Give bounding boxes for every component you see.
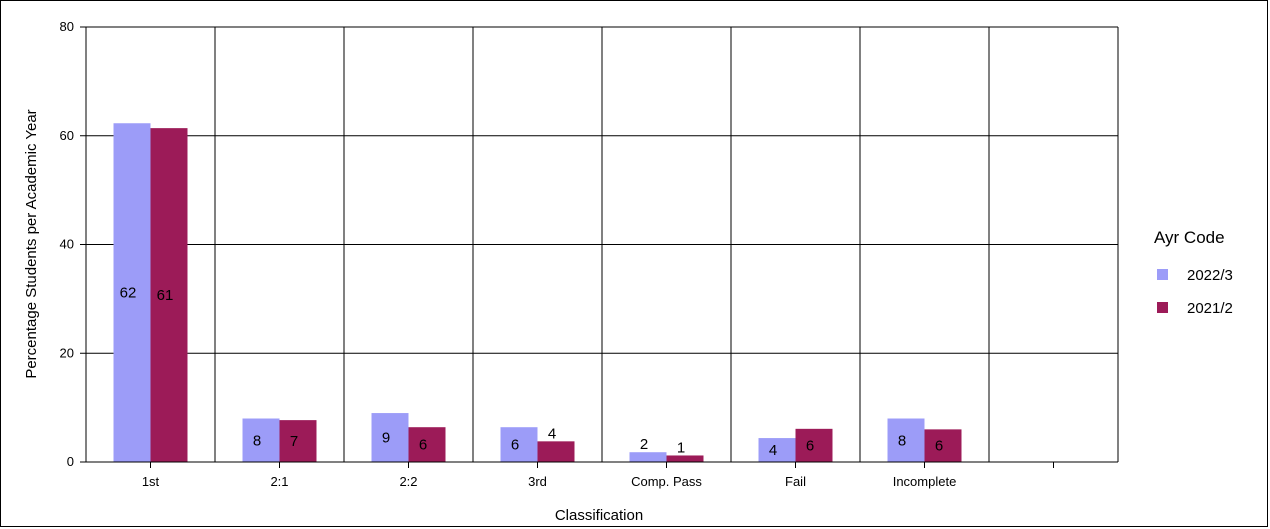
- data-label-0-0: 62: [120, 285, 137, 302]
- category-label-6: Incomplete: [893, 474, 957, 489]
- legend-swatch-2022-3: [1157, 269, 1168, 280]
- bar-1-1: [279, 420, 317, 462]
- category-label-2: 2:2: [399, 474, 417, 489]
- legend-label-2021-2: 2021/2: [1187, 300, 1233, 317]
- bar-1-0: [150, 128, 188, 462]
- data-label-0-4: 2: [640, 436, 648, 453]
- data-labels: 62 61 8 7 9 6 6 4 2 1 4 6 8 6: [86, 285, 1118, 463]
- data-label-1-2: 6: [419, 437, 427, 454]
- bar-1-5: [795, 428, 833, 462]
- bars: [113, 123, 962, 463]
- tick-labels: 0 20 40 60 80 1st 2:1 2:2 3rd Comp. Pass Fail Incom…: [60, 19, 957, 489]
- data-label-1-5: 6: [806, 437, 814, 454]
- bar-0-2: [371, 413, 409, 462]
- bar-0-3: [500, 427, 538, 462]
- data-label-0-6: 8: [898, 432, 906, 449]
- data-label-0-1: 8: [253, 432, 261, 449]
- bar-1-3: [537, 441, 575, 462]
- y-axis-title: Percentage Students per Academic Year: [23, 109, 40, 378]
- category-label-1: 2:1: [270, 474, 288, 489]
- data-label-0-3: 6: [511, 437, 519, 454]
- bar-1-4: [666, 455, 704, 462]
- legend-label-2022-3: 2022/3: [1187, 267, 1233, 284]
- category-label-0: 1st: [142, 474, 160, 489]
- legend-title: Ayr Code: [1154, 228, 1225, 247]
- bar-0-6: [887, 418, 925, 462]
- legend: Ayr Code 2022/3 2021/2: [1154, 228, 1233, 317]
- data-label-1-6: 6: [935, 438, 943, 455]
- data-label-1-1: 7: [290, 433, 298, 450]
- legend-swatch-2021-2: [1157, 302, 1168, 313]
- data-label-1-4: 1: [677, 439, 685, 456]
- data-label-0-2: 9: [382, 430, 390, 447]
- bar-1-6: [924, 429, 962, 462]
- bar-0-0: [113, 123, 151, 463]
- grid: [80, 26, 1119, 468]
- bar-0-1: [242, 418, 280, 462]
- y-tick-label-0: 0: [67, 454, 74, 469]
- y-tick-label-60: 60: [60, 128, 74, 143]
- category-label-5: Fail: [785, 474, 806, 489]
- x-axis-title: Classification: [555, 507, 643, 524]
- bar-0-4: [629, 452, 667, 462]
- y-tick-label-20: 20: [60, 345, 74, 360]
- data-label-1-3: 4: [548, 425, 556, 442]
- category-label-4: Comp. Pass: [631, 474, 702, 489]
- category-label-3: 3rd: [528, 474, 547, 489]
- y-tick-label-80: 80: [60, 19, 74, 34]
- bar-1-2: [408, 427, 446, 462]
- data-label-0-5: 4: [769, 442, 777, 459]
- y-tick-label-40: 40: [60, 237, 74, 252]
- data-label-1-0: 61: [157, 287, 174, 304]
- bar-0-5: [758, 438, 796, 462]
